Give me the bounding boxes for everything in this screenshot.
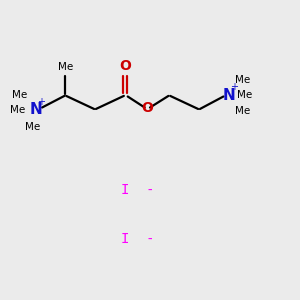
Text: Me: Me (12, 90, 27, 100)
Text: Me: Me (238, 90, 253, 100)
Text: Me: Me (235, 106, 250, 116)
Text: O: O (141, 101, 153, 116)
Text: Me: Me (25, 122, 40, 132)
Text: +: + (37, 97, 45, 106)
Text: Me: Me (235, 75, 250, 85)
Text: O: O (119, 59, 131, 73)
Text: I  -: I - (122, 183, 155, 197)
Text: N: N (29, 102, 42, 117)
Text: Me: Me (58, 62, 73, 72)
Text: Me: Me (10, 105, 26, 115)
Text: N: N (222, 88, 235, 103)
Text: +: + (230, 82, 238, 92)
Text: I  -: I - (122, 232, 155, 246)
